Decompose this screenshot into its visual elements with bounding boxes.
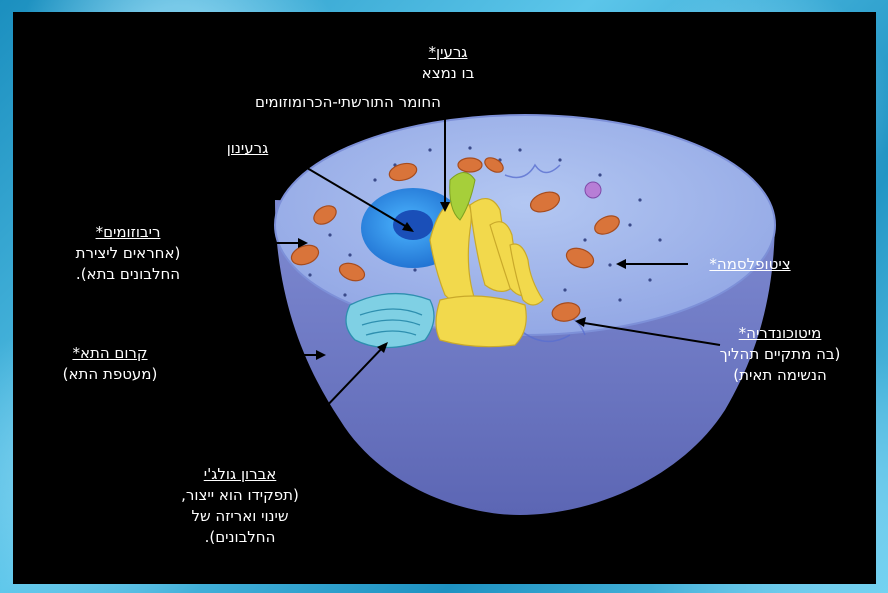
label-ribosomes: ריבוזומים* (אחראים ליצירת החלבונים בתא).: [48, 222, 208, 285]
label-ribosomes-title: ריבוזומים*: [95, 223, 161, 241]
label-cytoplasm: ציטופלסמה*: [690, 254, 810, 275]
label-nucleus-desc-line2: החומר התורשתי-הכרומוזומים: [218, 92, 478, 113]
label-membrane: קרום התא* (מעטפת התא): [40, 343, 180, 385]
label-ribosomes-desc-1: (אחראים ליצירת: [75, 244, 181, 262]
label-golgi-desc-3: החלבונים).: [204, 528, 276, 546]
label-nucleus-desc-1: בו נמצא: [421, 64, 475, 82]
nucleolus: [393, 210, 433, 240]
label-mitochondria: מיטוכונדריה* (בה מתקיים תהליך הנשימה תאי…: [700, 323, 860, 386]
label-mitochondria-desc-2: הנשימה תאית): [733, 366, 827, 384]
golgi-stacks: [429, 198, 544, 348]
label-golgi-title: אברון גולג'י: [203, 465, 277, 483]
label-cytoplasm-title: ציטופלסמה*: [709, 255, 791, 273]
label-ribosomes-desc-2: החלבונים בתא).: [75, 265, 181, 283]
label-membrane-title: קרום התא*: [72, 344, 148, 362]
label-nucleus-desc-2: החומר התורשתי-הכרומוזומים: [255, 93, 441, 111]
er-green: [449, 172, 476, 221]
mitochondria-group: [290, 157, 620, 322]
label-nucleolus-title: גרעינון: [226, 139, 269, 157]
label-mitochondria-desc-1: (בה מתקיים תהליך: [719, 345, 841, 363]
arrow-tips: [298, 202, 626, 360]
label-nucleus: גרעין* בו נמצא: [378, 42, 518, 84]
label-golgi-desc-2: שינוי ואריזה של: [191, 507, 289, 525]
golgi-apparatus: [345, 292, 435, 349]
label-golgi: אברון גולג'י (תפקידו הוא ייצור, שינוי וא…: [150, 464, 330, 548]
label-mitochondria-title: מיטוכונדריה*: [738, 324, 822, 342]
label-golgi-desc-1: (תפקידו הוא ייצור,: [181, 486, 299, 504]
label-membrane-desc-1: (מעטפת התא): [62, 365, 158, 383]
vesicle: [584, 181, 602, 199]
label-nucleolus: גרעינון: [210, 138, 285, 159]
label-nucleus-title: גרעין*: [428, 43, 468, 61]
pointer-lines: [180, 115, 721, 456]
